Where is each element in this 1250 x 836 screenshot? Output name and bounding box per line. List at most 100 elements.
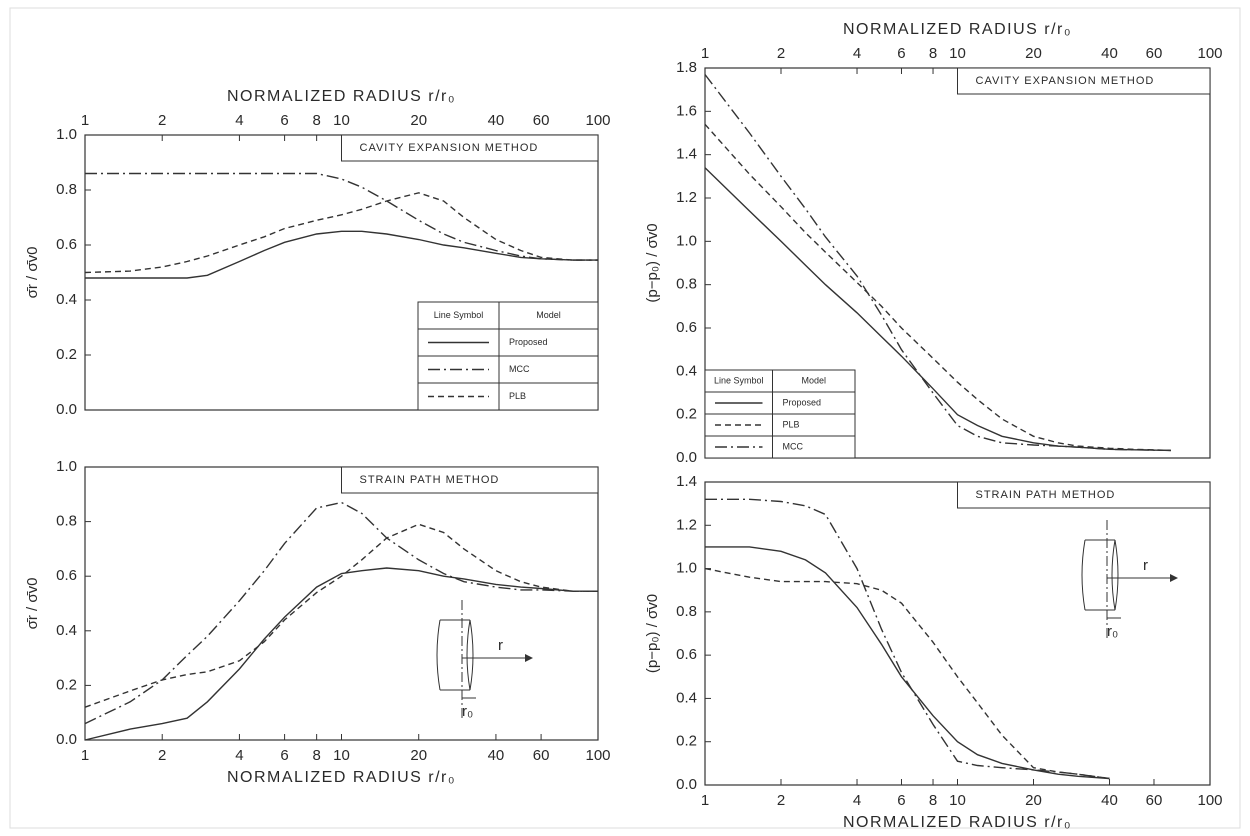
y-tick-label: 1.4 — [676, 473, 697, 490]
x-axis-title: NORMALIZED RADIUS r/r₀ — [227, 769, 456, 786]
x-tick-label: 4 — [235, 747, 243, 764]
method-title: STRAIN PATH METHOD — [976, 489, 1116, 501]
x-tick-label: 2 — [158, 747, 166, 764]
y-tick-label: 0.8 — [676, 603, 697, 620]
y-tick-label: 1.0 — [56, 458, 77, 475]
method-box — [341, 466, 599, 494]
y-tick-label: 0.8 — [56, 513, 77, 530]
x-tick-label: 100 — [1197, 792, 1222, 809]
x-tick-label: 8 — [929, 792, 937, 809]
series-line — [704, 123, 1171, 452]
y-tick-label: 0.4 — [56, 622, 77, 639]
y-axis-title: σ̄r / σ̄v0 — [24, 247, 41, 299]
series-line — [705, 498, 1110, 780]
legend-header: Line Symbol — [714, 375, 764, 385]
y-tick-label: 0.4 — [676, 689, 697, 706]
x-tick-label: 6 — [897, 45, 905, 62]
legend-header: Model — [536, 310, 561, 320]
y-tick-label: 0.6 — [676, 319, 697, 336]
y-tick-label: 0.6 — [676, 646, 697, 663]
y-tick-label: 0.4 — [56, 291, 77, 308]
method-box — [957, 67, 1211, 95]
x-tick-label: 6 — [280, 747, 288, 764]
legend-header: Model — [801, 375, 826, 385]
x-tick-label: 4 — [853, 792, 861, 809]
x-tick-label: 20 — [410, 112, 427, 129]
x-tick-label: 60 — [1146, 45, 1163, 62]
x-tick-label: 100 — [1197, 45, 1222, 62]
y-tick-label: 0.6 — [56, 236, 77, 253]
method-box — [957, 481, 1211, 509]
series-line — [84, 567, 598, 741]
x-axis-title: NORMALIZED RADIUS r/r₀ — [227, 88, 456, 105]
method-title: STRAIN PATH METHOD — [360, 474, 500, 486]
x-tick-label: 60 — [533, 112, 550, 129]
series-line — [84, 192, 598, 274]
y-tick-label: 1.4 — [676, 146, 697, 163]
radius-label: r — [498, 637, 503, 654]
y-tick-label: 0.2 — [56, 676, 77, 693]
x-tick-label: 4 — [235, 112, 243, 129]
r0-label: r₀ — [1107, 623, 1118, 640]
y-axis-title: (p−p₀) / σ̄v0 — [644, 223, 661, 302]
legend-header: Line Symbol — [434, 310, 484, 320]
y-tick-label: 0.2 — [676, 733, 697, 750]
x-tick-label: 20 — [1025, 792, 1042, 809]
y-tick-label: 0.8 — [56, 181, 77, 198]
y-tick-label: 0.4 — [676, 362, 697, 379]
x-tick-label: 40 — [488, 747, 505, 764]
y-axis-title: σ̄r / σ̄v0 — [24, 578, 41, 630]
x-tick-label: 1 — [701, 45, 709, 62]
radius-label: r — [1143, 557, 1148, 574]
r0-label: r₀ — [462, 703, 473, 720]
page-frame — [9, 7, 1241, 829]
x-tick-label: 100 — [585, 112, 610, 129]
arrow-head — [525, 654, 533, 662]
y-tick-label: 1.2 — [676, 189, 697, 206]
y-tick-label: 0.2 — [676, 406, 697, 423]
cylinder — [436, 619, 474, 691]
x-tick-label: 10 — [949, 45, 966, 62]
legend-label: MCC — [783, 441, 804, 451]
method-title: CAVITY EXPANSION METHOD — [976, 75, 1155, 87]
series-line — [85, 172, 598, 261]
y-tick-label: 1.2 — [676, 516, 697, 533]
x-tick-label: 100 — [585, 747, 610, 764]
x-tick-label: 8 — [312, 112, 320, 129]
method-box — [341, 134, 599, 162]
y-tick-label: 0.8 — [676, 276, 697, 293]
legend-label: MCC — [509, 364, 530, 374]
y-tick-label: 1.0 — [56, 126, 77, 143]
series-line — [704, 74, 1171, 452]
x-tick-label: 40 — [1101, 792, 1118, 809]
y-tick-label: 1.0 — [676, 232, 697, 249]
x-tick-label: 2 — [777, 792, 785, 809]
x-tick-label: 20 — [1025, 45, 1042, 62]
legend-label: PLB — [509, 391, 526, 401]
x-tick-label: 10 — [949, 792, 966, 809]
y-tick-label: 1.6 — [676, 102, 697, 119]
x-tick-label: 2 — [777, 45, 785, 62]
x-tick-label: 1 — [701, 792, 709, 809]
x-tick-label: 20 — [410, 747, 427, 764]
arrow-head — [1170, 574, 1178, 582]
x-tick-label: 60 — [533, 747, 550, 764]
y-tick-label: 0.0 — [676, 776, 697, 793]
y-tick-label: 0.0 — [56, 731, 77, 748]
cylinder — [1081, 539, 1119, 611]
x-tick-label: 10 — [333, 747, 350, 764]
y-tick-label: 0.2 — [56, 346, 77, 363]
series-line — [705, 546, 1110, 780]
x-tick-label: 6 — [280, 112, 288, 129]
x-axis-title: NORMALIZED RADIUS r/r₀ — [843, 21, 1072, 38]
y-tick-label: 0.0 — [56, 401, 77, 418]
series-line — [84, 501, 598, 725]
method-title: CAVITY EXPANSION METHOD — [360, 142, 539, 154]
series-line — [84, 523, 598, 708]
x-tick-label: 1 — [81, 112, 89, 129]
legend-label: Proposed — [783, 397, 822, 407]
legend-label: PLB — [783, 419, 800, 429]
x-tick-label: 10 — [333, 112, 350, 129]
x-tick-label: 2 — [158, 112, 166, 129]
